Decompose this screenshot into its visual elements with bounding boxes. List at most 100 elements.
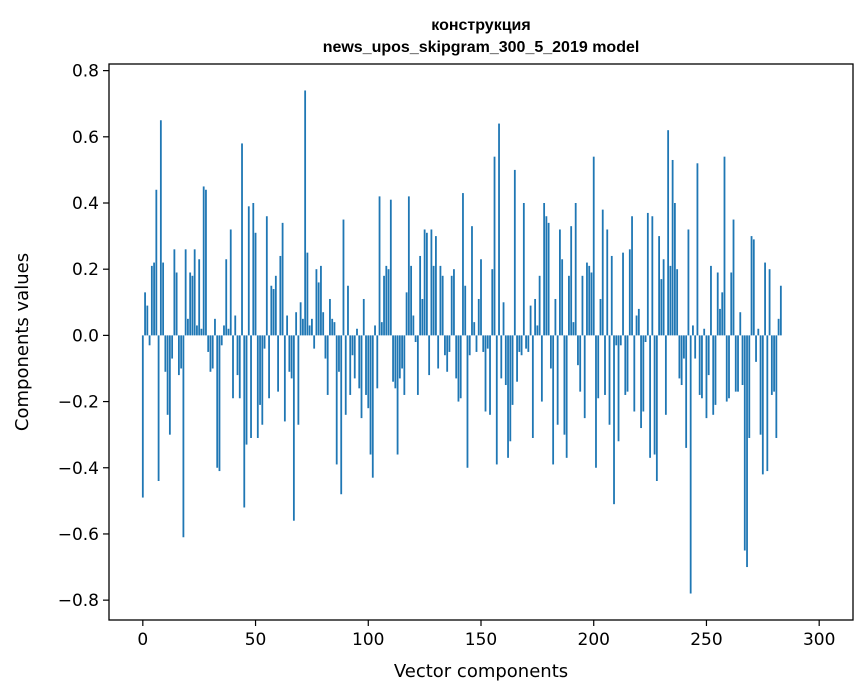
bar xyxy=(694,335,697,359)
bar xyxy=(676,269,679,336)
bar xyxy=(746,335,748,568)
y-tick-label: −0.8 xyxy=(58,591,99,611)
x-tick-label: 250 xyxy=(690,630,722,650)
bar xyxy=(626,335,629,392)
bar xyxy=(755,335,757,362)
bar xyxy=(387,269,390,336)
bar xyxy=(498,123,500,336)
bar xyxy=(299,302,302,336)
bar xyxy=(450,275,453,336)
chart-subtitle: news_upos_skipgram_300_5_2019 model xyxy=(323,39,640,56)
bar xyxy=(349,335,352,395)
bar xyxy=(398,335,401,379)
bar xyxy=(146,305,149,336)
bar xyxy=(141,335,144,498)
bar xyxy=(159,120,162,336)
bar xyxy=(764,262,766,336)
bar xyxy=(153,262,155,336)
bar xyxy=(419,255,422,336)
y-tick-label: 0.8 xyxy=(72,62,99,82)
bar xyxy=(664,335,667,415)
bar xyxy=(538,275,541,336)
bar xyxy=(752,239,755,336)
bar xyxy=(509,335,512,442)
bar xyxy=(579,335,582,392)
bar xyxy=(644,335,647,342)
bar xyxy=(232,335,234,399)
bar xyxy=(712,335,715,415)
bar xyxy=(223,325,225,336)
bar xyxy=(719,308,721,336)
bar xyxy=(209,335,212,372)
bar xyxy=(297,335,300,425)
bar xyxy=(157,335,160,481)
bar xyxy=(597,335,600,399)
bar xyxy=(430,229,433,336)
bar xyxy=(667,130,670,336)
bar xyxy=(347,285,349,336)
bar xyxy=(202,186,205,336)
bar xyxy=(247,206,250,336)
bar xyxy=(601,209,604,336)
bar xyxy=(572,322,575,336)
bar xyxy=(252,203,255,336)
bar xyxy=(701,335,703,399)
bar xyxy=(529,305,532,336)
bar xyxy=(477,298,480,336)
bar xyxy=(714,335,717,405)
bar xyxy=(486,335,489,349)
bar xyxy=(635,315,638,336)
bar xyxy=(459,335,462,399)
bar xyxy=(631,216,633,336)
bar xyxy=(646,212,649,336)
bar xyxy=(405,292,408,336)
bar xyxy=(448,335,451,352)
bar xyxy=(590,272,593,336)
bar xyxy=(272,289,275,336)
bar xyxy=(380,322,383,336)
bar xyxy=(775,335,778,438)
bar xyxy=(256,335,259,438)
bar xyxy=(728,335,730,399)
bar xyxy=(504,335,507,386)
bar xyxy=(148,335,151,346)
bar xyxy=(592,156,595,336)
bar xyxy=(218,335,221,472)
bar xyxy=(356,328,358,336)
bar xyxy=(437,335,440,369)
bar xyxy=(184,249,187,336)
bar xyxy=(471,226,473,336)
bar xyxy=(491,269,494,336)
bar xyxy=(423,229,426,336)
bar xyxy=(739,312,742,336)
bar xyxy=(353,335,356,379)
bar xyxy=(522,203,525,336)
bar xyxy=(313,335,316,349)
bar xyxy=(710,265,712,336)
bar xyxy=(193,249,196,336)
bar xyxy=(435,236,437,336)
bar xyxy=(173,249,176,336)
bar xyxy=(640,335,642,429)
bar xyxy=(191,275,194,336)
bar xyxy=(495,335,498,465)
bar xyxy=(225,259,228,336)
bar xyxy=(588,265,591,336)
bar xyxy=(527,335,530,352)
bar xyxy=(304,90,307,336)
bar xyxy=(164,335,167,372)
bar xyxy=(166,335,169,415)
bar xyxy=(556,335,559,425)
bar xyxy=(773,335,775,392)
bar xyxy=(369,335,372,455)
bar xyxy=(279,255,282,336)
bar xyxy=(723,156,726,336)
bar xyxy=(416,335,419,395)
bar xyxy=(306,252,309,336)
bar xyxy=(322,312,325,336)
bar xyxy=(683,335,685,359)
bar xyxy=(660,279,663,336)
bar xyxy=(376,335,379,389)
bar xyxy=(511,335,514,405)
